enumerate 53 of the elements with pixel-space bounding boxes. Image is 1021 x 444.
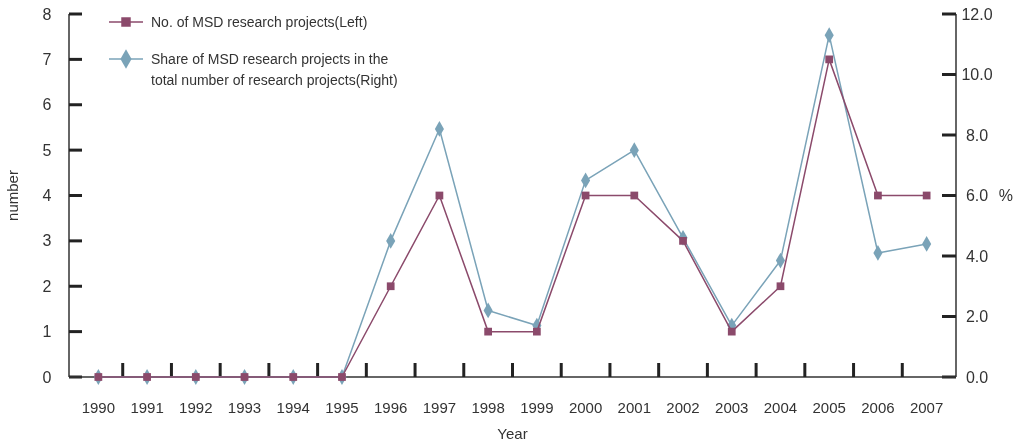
x-tick-label: 2002 <box>666 399 700 417</box>
point <box>532 327 541 336</box>
y2-tick-label: 12.0 <box>961 5 993 23</box>
x-tick-label: 1996 <box>374 399 408 417</box>
point <box>289 373 298 381</box>
point <box>240 373 249 381</box>
point <box>874 191 882 200</box>
x-tick-label: 1997 <box>422 399 457 417</box>
x-tick-label: 2004 <box>763 399 798 417</box>
y-tick-label: 8 <box>42 5 52 23</box>
point <box>484 327 493 336</box>
x-tick-label: 1993 <box>227 399 262 417</box>
x-tick-label: 1998 <box>471 399 505 417</box>
y-tick-label: 1 <box>42 323 52 341</box>
y-tick-label: 0 <box>42 368 52 386</box>
point <box>825 55 834 64</box>
x-tick-label: 2005 <box>812 399 846 417</box>
x-tick-label: 1999 <box>520 399 554 417</box>
x-tick-label: 1990 <box>81 399 116 417</box>
legend-label: Share of MSD research projects in the total number of research projects(Right) <box>151 50 398 88</box>
point <box>922 191 931 200</box>
legend-label: No. of MSD research projects(Left) <box>151 13 368 30</box>
y-axis-title: number <box>4 170 21 221</box>
point <box>630 191 639 200</box>
x-tick-label: 2001 <box>617 399 651 417</box>
y-tick-label: 5 <box>42 141 52 159</box>
y2-tick-label: 6.0 <box>965 187 989 205</box>
point <box>386 282 395 291</box>
y-tick-label: 3 <box>42 232 52 250</box>
x-tick-label: 1995 <box>325 399 359 417</box>
point <box>94 373 103 381</box>
point <box>727 327 736 336</box>
y2-axis-title: % <box>998 186 1013 204</box>
y-tick-label: 4 <box>42 187 52 205</box>
point <box>191 373 200 381</box>
y2-tick-label: 2.0 <box>965 308 989 326</box>
x-tick-label: 2003 <box>715 399 749 417</box>
y2-tick-label: 10.0 <box>961 66 993 84</box>
y-tick-label: 6 <box>42 96 52 114</box>
point <box>776 282 785 291</box>
x-tick-label: 1992 <box>179 399 213 417</box>
y2-tick-label: 0.0 <box>965 368 989 386</box>
y-tick-label: 2 <box>42 277 52 295</box>
y2-tick-label: 4.0 <box>965 247 989 265</box>
x-tick-label: 1991 <box>130 399 164 417</box>
x-tick-label: 2007 <box>909 399 944 417</box>
x-tick-label: 2006 <box>861 399 895 417</box>
point <box>143 373 151 381</box>
y-tick-label: 7 <box>42 50 52 68</box>
x-tick-label: 1994 <box>276 399 310 417</box>
x-tick-label: 2000 <box>568 399 603 417</box>
y2-tick-label: 8.0 <box>965 126 989 144</box>
x-axis-title: Year <box>497 425 528 442</box>
